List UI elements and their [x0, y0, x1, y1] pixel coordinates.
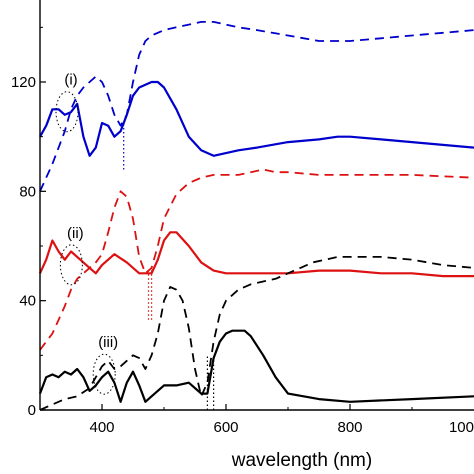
annotation-label-1: (i)	[64, 72, 77, 89]
annotation-label-3: (iii)	[98, 334, 118, 351]
series-line-4	[39, 168, 474, 351]
plot-area: (i) (ii) (iii)	[38, 21, 474, 411]
series-line-2	[39, 21, 474, 192]
series-line-3	[38, 231, 474, 278]
tick-layer: 0 40 80 120 400 600 800 100	[11, 26, 474, 436]
series-line-5	[38, 329, 474, 403]
x-tick-label: 100	[449, 419, 474, 436]
y-tick-label: 0	[28, 402, 36, 419]
marker-layer	[123, 123, 215, 410]
series-line-1	[39, 80, 474, 157]
y-tick-label: 120	[11, 74, 36, 91]
series-line-6	[39, 255, 474, 411]
x-tick-label: 600	[213, 419, 238, 436]
annotation-label-2: (ii)	[67, 225, 84, 242]
annotation-layer: (i) (ii) (iii)	[55, 72, 118, 395]
y-tick-label: 40	[19, 293, 36, 310]
x-tick-label: 800	[337, 419, 362, 436]
annotation-ellipse-1	[55, 91, 79, 133]
axes	[39, 0, 474, 411]
x-axis-title: wavelength (nm)	[231, 450, 372, 471]
x-tick-label: 400	[89, 419, 114, 436]
annotation-ellipse-2	[59, 244, 83, 286]
y-tick-label: 80	[19, 183, 36, 200]
series-layer	[38, 21, 474, 411]
annotation-ellipse-3	[92, 353, 116, 395]
